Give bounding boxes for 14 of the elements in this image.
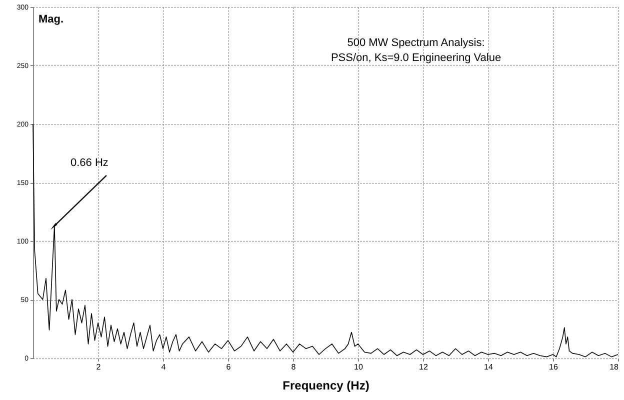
text: 500 MW Spectrum Analysis: [347,37,485,49]
y-axis-title: Mag. [38,14,64,26]
x-tick-label: 18 [610,362,620,372]
x-tick-label: 16 [549,362,558,372]
x-tick-label: 4 [161,362,166,372]
x-tick-label: 10 [354,362,364,372]
x-tick-label: 6 [226,362,232,372]
text: PSS/on, Ks=9.0 Engineering Value [330,52,502,64]
x-tick-label: 2 [96,362,102,372]
x-tick-label: 14 [484,362,494,372]
x-tick-label: 12 [419,362,428,372]
annotation: 0.66 Hz [70,156,108,169]
x-axis-title: Frequency (Hz) [282,378,370,392]
x-tick-label: 8 [291,362,296,372]
